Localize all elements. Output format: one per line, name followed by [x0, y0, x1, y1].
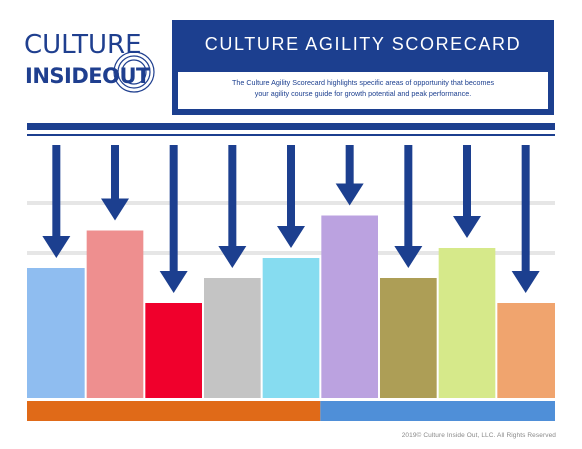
page-title: CULTURE AGILITY SCORECARD — [204, 34, 522, 54]
down-arrow-icon — [335, 145, 364, 206]
chart-bar — [380, 278, 437, 398]
down-arrow-icon — [277, 145, 305, 248]
chart-bar — [438, 248, 496, 398]
description-line1: The Culture Agility Scorecard highlights… — [231, 78, 495, 87]
down-arrow-icon — [42, 145, 71, 258]
gridline — [27, 251, 555, 255]
down-arrow-icon — [394, 145, 423, 268]
chart-bar — [27, 268, 85, 398]
base-band-segment — [27, 401, 321, 421]
logo-line2: INSIDEOUT — [25, 64, 150, 88]
down-arrow-icon — [453, 145, 481, 238]
logo-line1: CULTURE — [24, 30, 142, 60]
logo-rings-icon — [113, 51, 155, 93]
chart-bar — [204, 278, 261, 398]
description-box: The Culture Agility Scorecard highlights… — [178, 72, 548, 109]
down-arrow-icon — [511, 145, 540, 293]
divider-thin — [27, 134, 555, 136]
divider-thick — [27, 123, 555, 130]
down-arrow-icon — [159, 145, 188, 293]
header-banner: CULTURE AGILITY SCORECARD The Culture Ag… — [172, 20, 554, 115]
description-text: The Culture Agility Scorecard highlights… — [186, 77, 540, 99]
copyright-text: 2019© Culture Inside Out, LLC. All Right… — [401, 432, 556, 439]
chart-bar — [497, 303, 555, 398]
down-arrow-icon — [218, 145, 247, 268]
chart-bar — [145, 303, 202, 398]
chart-bar — [321, 215, 378, 398]
chart-bar — [262, 258, 320, 398]
down-arrow-icon — [101, 145, 129, 221]
base-band-segment — [320, 401, 555, 421]
description-line2: your agility course guide for growth pot… — [254, 89, 472, 98]
logo: CULTURE INSIDEOUT — [24, 30, 155, 110]
chart-bar — [86, 230, 144, 398]
